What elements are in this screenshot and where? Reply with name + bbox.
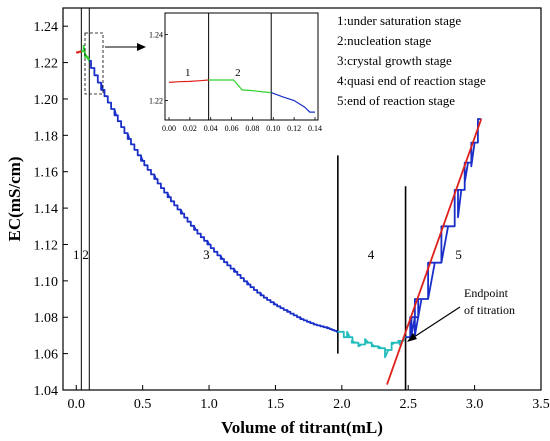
- zoom-arrow-head: [137, 43, 146, 51]
- series-line-stage-5: [405, 118, 482, 339]
- stage-label: 5: [455, 247, 462, 262]
- legend-entry-5: 5:end of reaction stage: [337, 93, 455, 108]
- stage-dividers: [80, 8, 407, 390]
- endpoint-label-line-2: of titration: [464, 303, 515, 317]
- inset-series-line: [270, 92, 315, 113]
- inset-y-tick-label: 1.22: [149, 97, 163, 106]
- x-axis-title: Volume of titrant(mL): [221, 418, 383, 437]
- y-tick-label: 1.08: [34, 311, 59, 326]
- inset-frame: [164, 12, 319, 121]
- y-tick-label: 1.18: [34, 129, 59, 144]
- y-axis-ticks: 1.04 1.06 1.08 1.10 1.12 1.14 1.16 1.18 1.20 1.22…: [34, 20, 68, 399]
- endpoint-arrow-head: [407, 333, 417, 342]
- inset-x-tick-label: 0.08: [245, 124, 259, 133]
- inset-x-tick-label: 0.02: [183, 124, 197, 133]
- y-tick-label: 1.04: [34, 384, 59, 399]
- y-axis-title: EC(mS/cm): [5, 157, 24, 242]
- inset-x-tick-label: 0.04: [204, 124, 218, 133]
- endpoint-annotation: Endpoint of titration: [407, 286, 515, 342]
- inset-stage-label: 1: [185, 67, 191, 79]
- legend-entry-4: 4:quasi end of reaction stage: [337, 73, 486, 88]
- x-tick-label: 3.5: [532, 397, 550, 412]
- legend-entry-1: 1:under saturation stage: [337, 13, 461, 28]
- endpoint-label-line-1: Endpoint: [464, 286, 509, 300]
- stage-label: 2: [82, 247, 89, 262]
- y-tick-label: 1.22: [34, 57, 59, 72]
- y-tick-label: 1.24: [34, 20, 59, 35]
- stage-label: 3: [203, 247, 210, 262]
- series-line-stage-4: [337, 330, 406, 359]
- y-tick-label: 1.20: [34, 93, 59, 108]
- plot-area: [62, 7, 542, 391]
- endpoint-arrow: [413, 306, 461, 338]
- x-tick-label: 0.5: [134, 397, 152, 412]
- series-line-stage-3: [89, 59, 338, 333]
- zoom-box: [84, 32, 104, 95]
- inset-series-line: [168, 79, 209, 83]
- inset-x-tick-label: 0.12: [287, 124, 301, 133]
- inset-x-tick-label: 0.06: [225, 124, 239, 133]
- x-tick-label: 2.0: [333, 397, 351, 412]
- x-tick-label: 3.0: [466, 397, 484, 412]
- inset-x-tick-label: 0.00: [162, 124, 176, 133]
- linear-fit-line: [386, 118, 483, 385]
- main-series: [76, 44, 483, 385]
- x-tick-label: 0.0: [68, 397, 86, 412]
- x-tick-label: 1.5: [267, 397, 285, 412]
- inset-x-tick-label: 0.10: [266, 124, 280, 133]
- x-axis-ticks: 0.0 0.5 1.0 1.5 2.0 2.5 3.0 3.5: [68, 385, 550, 412]
- inset-series-line: [208, 79, 272, 94]
- stage-label: 4: [368, 247, 375, 262]
- legend-entry-2: 2:nucleation stage: [337, 33, 431, 48]
- y-tick-label: 1.14: [34, 202, 59, 217]
- stage-label: 1: [73, 247, 80, 262]
- inset-y-tick-label: 1.24: [149, 31, 163, 40]
- legend-entry-3: 3:crystal growth stage: [337, 53, 452, 68]
- inset-x-tick-label: 0.14: [308, 124, 322, 133]
- y-tick-label: 1.16: [34, 166, 59, 181]
- y-tick-label: 1.06: [34, 348, 59, 363]
- x-tick-label: 1.0: [200, 397, 218, 412]
- stage-legend: 1:under saturation stage 2:nucleation st…: [337, 13, 486, 108]
- series-line-stage-2: [81, 44, 90, 62]
- y-tick-label: 1.12: [34, 238, 59, 253]
- x-tick-label: 2.5: [399, 397, 417, 412]
- inset-content: 0.00 0.02 0.04 0.06 0.08 0.10 0.12 0.14 1.22 1.24…: [149, 13, 322, 133]
- y-tick-label: 1.10: [34, 275, 59, 290]
- series-line-stage-1: [76, 50, 82, 54]
- inset-stage-label: 2: [235, 67, 241, 79]
